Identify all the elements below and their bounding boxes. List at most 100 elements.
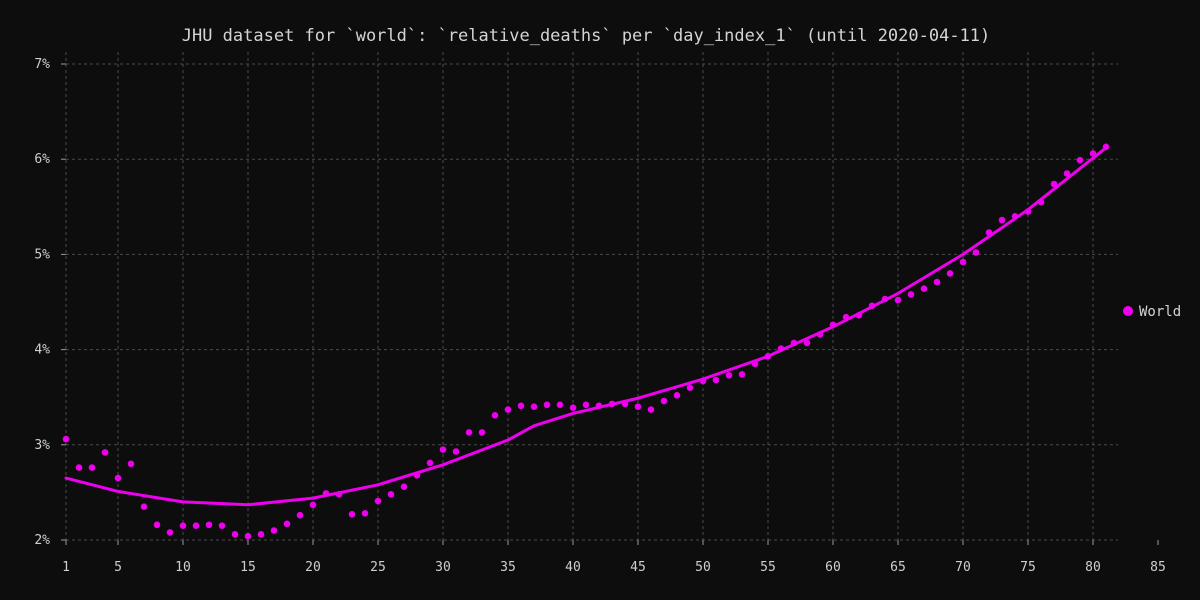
x-tick-label: 5 xyxy=(114,560,122,575)
chart-title: JHU dataset for `world`: `relative_death… xyxy=(182,26,991,46)
points-layer xyxy=(62,143,1110,540)
data-point xyxy=(62,435,70,443)
data-point xyxy=(699,377,707,385)
data-point xyxy=(192,522,200,529)
data-point xyxy=(959,258,967,266)
data-point xyxy=(530,403,538,411)
x-tick-label: 60 xyxy=(825,560,841,575)
data-point xyxy=(374,497,382,505)
data-point xyxy=(764,353,772,360)
data-point xyxy=(426,459,434,467)
axes: 2%3%4%5%6%7%1 5 10 15 20 25 30 35 40 45 50 55 60 65 70… xyxy=(34,57,1165,575)
x-tick-label: 50 xyxy=(695,560,711,575)
data-point xyxy=(595,402,603,410)
data-point xyxy=(1050,180,1058,188)
data-point xyxy=(114,474,122,482)
grid xyxy=(65,52,1118,541)
data-point xyxy=(140,503,148,511)
x-tick-label: 1 xyxy=(62,560,70,575)
data-point xyxy=(1011,213,1019,220)
data-point xyxy=(179,522,187,529)
data-point xyxy=(777,345,785,352)
data-point xyxy=(309,501,317,509)
data-point xyxy=(842,313,850,321)
legend-label-world: World xyxy=(1139,304,1181,320)
data-point xyxy=(517,402,525,410)
x-tick-label: 85 xyxy=(1150,560,1166,575)
data-point xyxy=(244,532,252,540)
data-point xyxy=(283,520,291,528)
trend-line xyxy=(64,146,1108,507)
y-tick-label: 7% xyxy=(34,57,50,72)
data-point xyxy=(452,448,460,455)
data-point xyxy=(816,331,824,338)
data-point xyxy=(868,302,876,310)
data-point xyxy=(556,401,564,409)
data-point xyxy=(1076,156,1084,164)
data-point xyxy=(361,510,369,517)
data-point xyxy=(569,404,577,412)
data-point xyxy=(127,460,135,468)
data-point xyxy=(855,312,863,319)
data-point xyxy=(582,401,590,409)
data-point xyxy=(465,429,473,436)
data-point xyxy=(88,464,96,471)
data-point xyxy=(166,529,174,536)
data-point xyxy=(335,491,343,498)
data-point xyxy=(257,531,265,538)
data-point xyxy=(1063,170,1071,177)
data-point xyxy=(413,472,421,479)
x-tick-label: 80 xyxy=(1085,560,1101,575)
data-point xyxy=(738,371,746,378)
data-point xyxy=(894,296,902,304)
data-point xyxy=(101,449,109,456)
data-point xyxy=(998,216,1006,224)
data-point xyxy=(218,522,226,529)
x-tick-label: 15 xyxy=(240,560,256,575)
data-point xyxy=(881,295,889,303)
data-point xyxy=(153,521,161,529)
y-tick-label: 3% xyxy=(34,438,50,453)
data-point xyxy=(829,321,837,329)
data-point xyxy=(985,229,993,236)
legend: World xyxy=(1123,304,1181,320)
data-point xyxy=(725,372,733,379)
x-tick-label: 75 xyxy=(1020,560,1036,575)
data-point xyxy=(673,392,681,399)
y-tick-label: 6% xyxy=(34,152,50,167)
data-point xyxy=(1024,208,1032,215)
data-point xyxy=(803,339,811,347)
data-point xyxy=(686,384,694,392)
data-point xyxy=(439,446,447,453)
data-point xyxy=(348,511,356,518)
data-point xyxy=(231,531,239,538)
x-tick-label: 65 xyxy=(890,560,906,575)
data-point xyxy=(933,278,941,286)
data-point xyxy=(712,376,720,384)
x-tick-label: 40 xyxy=(565,560,581,575)
legend-marker xyxy=(1123,306,1133,316)
data-point xyxy=(478,429,486,436)
x-tick-label: 55 xyxy=(760,560,776,575)
data-point xyxy=(790,339,798,347)
trend-layer xyxy=(64,146,1108,507)
x-tick-label: 45 xyxy=(630,560,646,575)
data-point xyxy=(504,406,512,413)
x-tick-label: 10 xyxy=(175,560,191,575)
data-point xyxy=(1089,150,1097,157)
data-point xyxy=(946,270,954,277)
data-point xyxy=(621,400,629,408)
data-point xyxy=(270,527,278,534)
data-point xyxy=(322,490,330,497)
data-point xyxy=(751,360,759,368)
data-point xyxy=(647,406,655,413)
data-point xyxy=(296,511,304,519)
data-point xyxy=(920,285,928,293)
data-point xyxy=(907,291,915,298)
data-point xyxy=(972,249,980,256)
x-tick-label: 35 xyxy=(500,560,516,575)
x-tick-label: 30 xyxy=(435,560,451,575)
data-point xyxy=(608,400,616,408)
